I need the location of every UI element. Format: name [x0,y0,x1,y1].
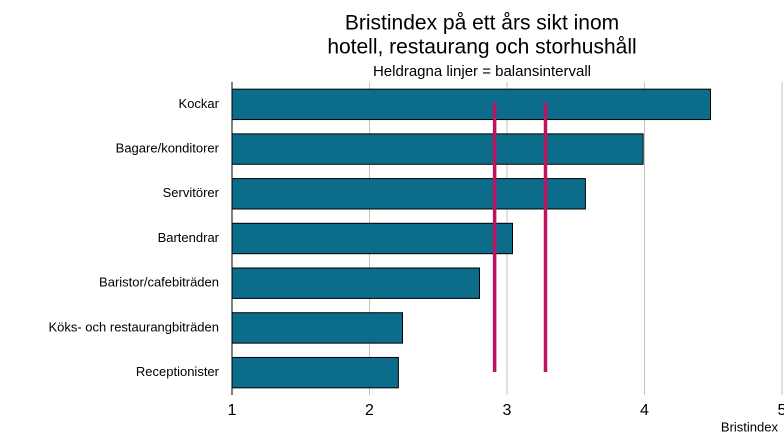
bar [231,178,586,210]
y-tick-label: Servitörer [163,185,220,200]
bar [231,222,513,255]
y-tick-label: Bagare/konditorer [116,141,220,156]
chart-title: Bristindex på ett års sikt inom [345,12,619,35]
bar [231,356,399,389]
y-tick-label: Receptionister [136,364,220,379]
bar [231,133,644,165]
chart-title: hotell, restaurang och storhushåll [327,36,636,59]
bar [231,267,480,299]
y-tick-label: Bartendrar [158,230,220,245]
x-tick-label: 4 [640,402,649,419]
x-axis-label: Bristindex [721,419,779,434]
y-tick-label: Köks- och restaurangbiträden [48,319,219,334]
y-tick-label: Baristor/cafebiträden [99,275,219,290]
bar [231,312,403,344]
bar [231,88,711,121]
x-tick-label: 3 [503,402,512,419]
chart-subtitle: Heldragna linjer = balansintervall [373,63,591,80]
x-tick-label: 1 [228,402,237,419]
x-tick-label: 2 [365,402,374,419]
x-tick-label: 5 [778,402,784,419]
y-tick-label: Kockar [179,96,220,111]
